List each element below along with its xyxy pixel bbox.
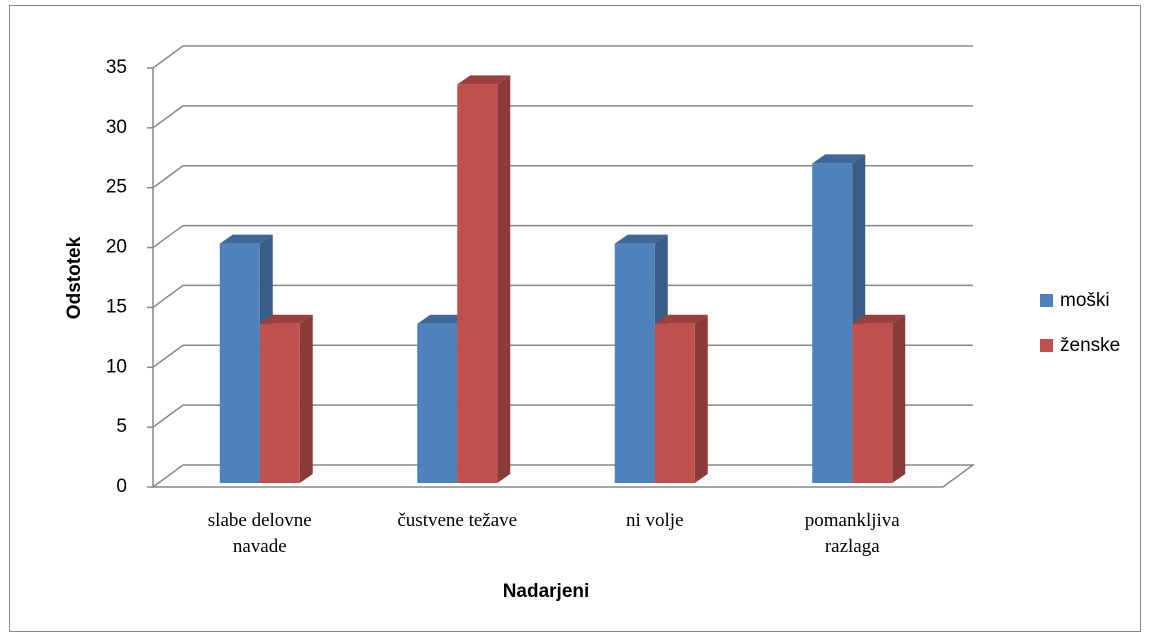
bar-top (654, 314, 708, 324)
bar (259, 314, 313, 483)
grid-line (152, 344, 973, 368)
x-tick-label: čustvene težave (397, 510, 518, 531)
bar-side (299, 314, 313, 483)
chart-frame (9, 5, 1141, 632)
legend-swatch (1040, 339, 1053, 352)
bar-front (219, 243, 260, 483)
grid-line (152, 164, 973, 189)
grid-line (152, 105, 973, 129)
bar-front (852, 323, 893, 483)
y-tick-label: 5 (116, 416, 127, 437)
bar-front (614, 243, 655, 483)
legend-label: moški (1060, 290, 1110, 311)
y-tick-label: 25 (106, 177, 127, 198)
grid-line (152, 45, 973, 69)
y-tick-label: 20 (106, 237, 127, 258)
bar-top (457, 75, 511, 85)
bar-front (417, 323, 458, 483)
y-tick-label: 10 (106, 356, 127, 377)
x-tick-label: slabe delovne navade (207, 510, 312, 557)
bar-side (892, 314, 906, 483)
y-tick-label: 0 (116, 476, 127, 497)
y-tick-label: 30 (106, 117, 127, 138)
bar-side (694, 314, 708, 483)
bar-front (812, 163, 853, 483)
bar-front (457, 84, 498, 483)
bar-front (654, 323, 695, 483)
legend-label: ženske (1060, 335, 1120, 356)
x-tick-label: pomankljiva razlaga (804, 510, 900, 557)
y-tick-label: 15 (106, 296, 127, 317)
grid-line (152, 404, 973, 428)
bar-top (852, 314, 906, 324)
bar (852, 314, 906, 483)
x-tick-label: ni volje (625, 510, 684, 531)
grid-line (152, 224, 973, 249)
y-tick-label: 35 (106, 57, 127, 78)
bar-top (812, 154, 866, 164)
bar-top (614, 234, 668, 244)
x-axis-label: Nadarjeni (503, 581, 590, 602)
grid-line (152, 284, 973, 309)
bar-front (259, 323, 300, 483)
bar-top (219, 234, 273, 244)
bar-top (417, 314, 471, 324)
bar (654, 314, 708, 483)
bar-top (259, 314, 313, 324)
y-axis-label: Odstotek (64, 236, 85, 319)
floor (150, 464, 976, 488)
legend-swatch (1040, 294, 1053, 307)
bar (457, 75, 511, 483)
bar-side (497, 75, 511, 483)
